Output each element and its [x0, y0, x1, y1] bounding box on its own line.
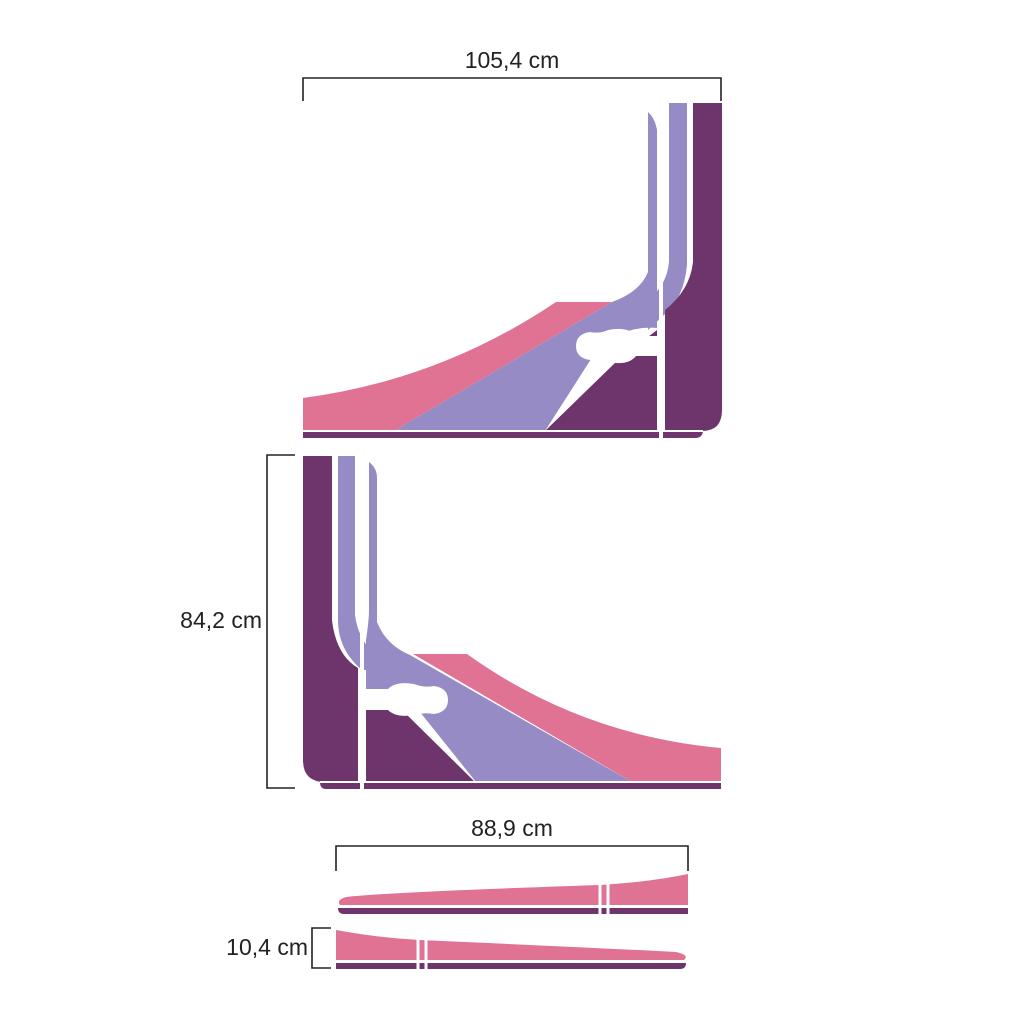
- bottom-height-label: 10,4 cm: [226, 934, 308, 960]
- top-knob: [576, 328, 657, 364]
- bottom-wedge-lower: [336, 930, 686, 970]
- bottom-width-dimension: 88,9 cm: [335, 815, 689, 871]
- bottom-height-dimension: 10,4 cm: [226, 927, 331, 969]
- middle-base-strip: [320, 782, 721, 789]
- bottom-wedge-upper: [338, 874, 688, 914]
- wedge-lower-base: [336, 963, 686, 969]
- wedge-upper-base: [338, 908, 688, 914]
- middle-lavender-back: [338, 456, 392, 670]
- top-cushion-profile: [303, 103, 722, 440]
- top-plum-back: [665, 103, 722, 431]
- bottom-width-label: 88,9 cm: [471, 815, 553, 841]
- middle-cushion-profile: [303, 456, 721, 792]
- middle-height-label: 84,2 cm: [180, 607, 262, 633]
- wedge-upper-pink: [338, 874, 688, 905]
- top-width-dimension: 105,4 cm: [302, 47, 722, 101]
- wedge-lower-pink: [336, 930, 686, 960]
- top-width-label: 105,4 cm: [465, 47, 560, 73]
- top-pink-wedge: [303, 302, 612, 431]
- middle-height-dimension: 84,2 cm: [180, 454, 295, 789]
- top-lavender-back: [648, 103, 687, 330]
- middle-pink-wedge: [413, 654, 721, 782]
- middle-plum-back: [303, 456, 358, 782]
- middle-knob: [366, 683, 448, 716]
